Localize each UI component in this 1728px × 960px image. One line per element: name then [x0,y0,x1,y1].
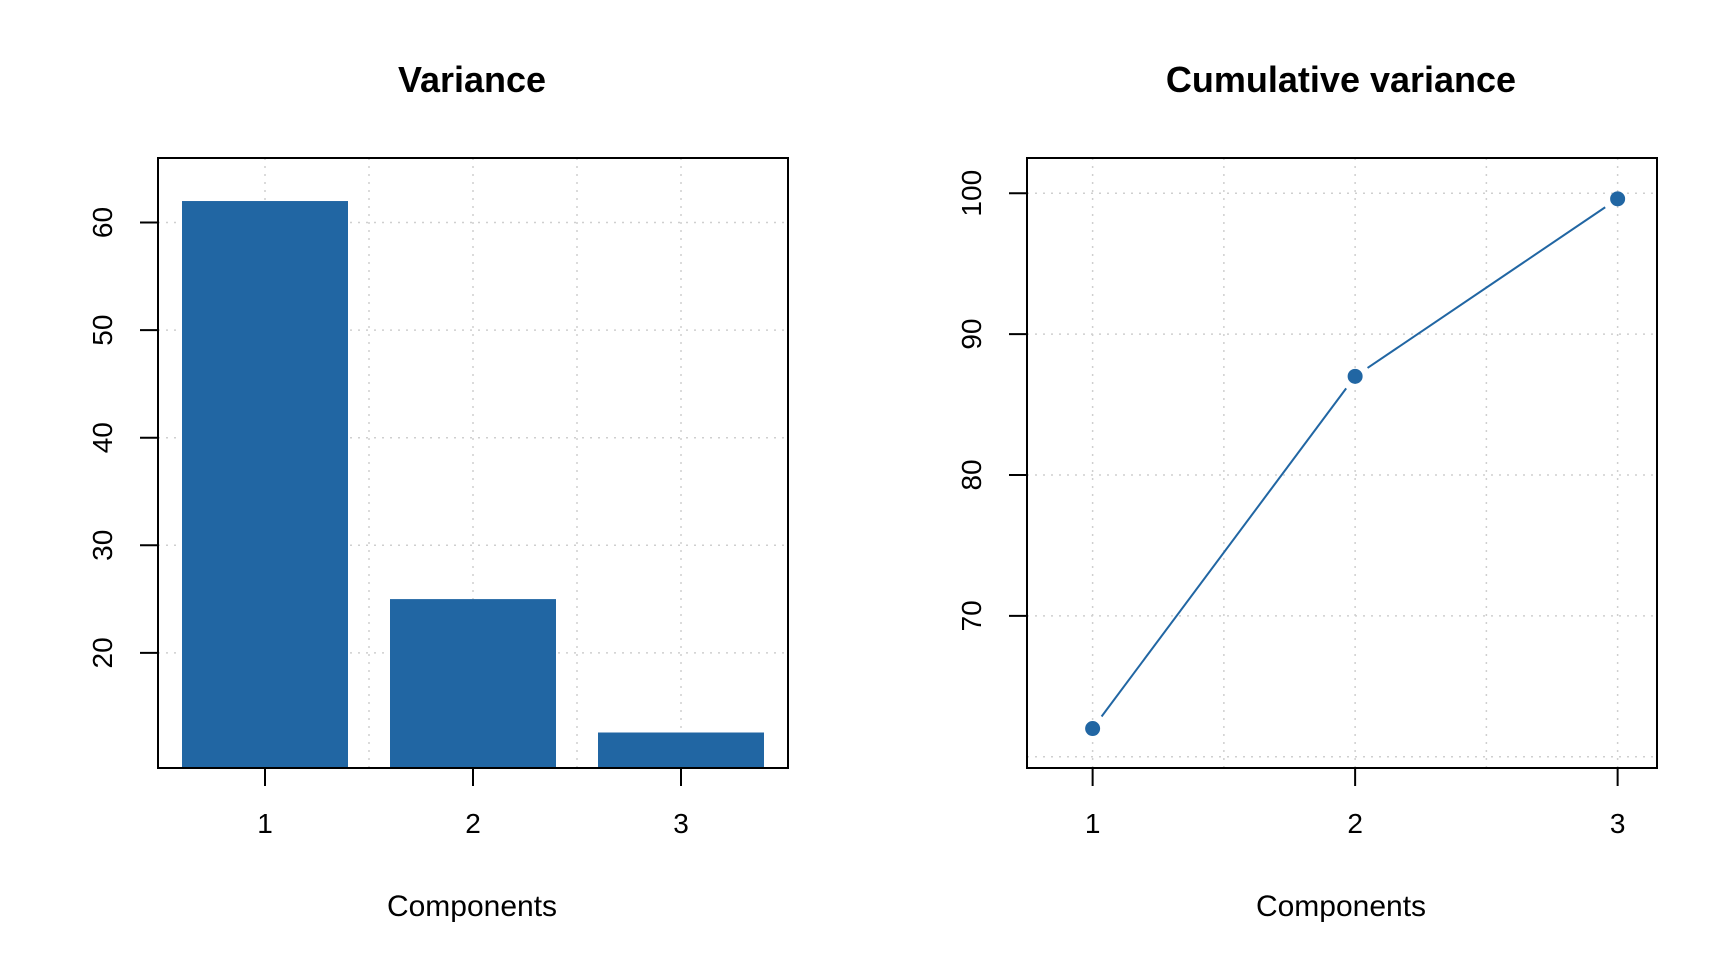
y-tick-label: 70 [956,600,987,631]
data-point [1085,721,1101,737]
data-point [1610,191,1626,207]
x-tick-label: 2 [1347,808,1363,839]
y-tick-label: 80 [956,459,987,490]
x-tick-label: 3 [673,808,689,839]
chart-title: Cumulative variance [1166,59,1516,100]
y-axis: 20 30 40 50 60 [87,207,158,668]
point-series [1085,191,1626,737]
line-segment [1366,206,1606,369]
x-axis: 1 2 3 [1085,768,1626,839]
x-tick-label: 1 [257,808,273,839]
y-tick-label: 60 [87,207,118,238]
y-tick-label: 90 [956,319,987,350]
x-axis: 1 2 3 [257,768,689,839]
x-tick-label: 2 [465,808,481,839]
plot-frame [1026,157,1658,769]
bar [182,201,348,768]
x-tick-label: 3 [1610,808,1626,839]
bar [390,599,556,768]
y-tick-label: 100 [956,170,987,217]
data-point [1347,368,1363,384]
x-axis-title: Components [387,890,557,923]
bar [598,732,764,768]
line-series [1100,206,1606,718]
y-axis: 70 80 90 100 [956,170,1027,631]
variance-bar-chart: Variance 1 2 3 20 30 40 50 60 Components [87,59,789,923]
y-tick-label: 40 [87,422,118,453]
bar-series [182,201,764,768]
y-tick-label: 20 [87,637,118,668]
y-tick-label: 30 [87,530,118,561]
x-tick-label: 1 [1085,808,1101,839]
grid-lines [1027,158,1657,768]
line-segment [1100,387,1347,718]
y-tick-label: 50 [87,315,118,346]
cumulative-variance-line-chart: Cumulative variance 1 2 3 70 80 90 100 Compon… [956,59,1658,923]
x-axis-title: Components [1256,890,1426,923]
chart-title: Variance [398,59,546,100]
